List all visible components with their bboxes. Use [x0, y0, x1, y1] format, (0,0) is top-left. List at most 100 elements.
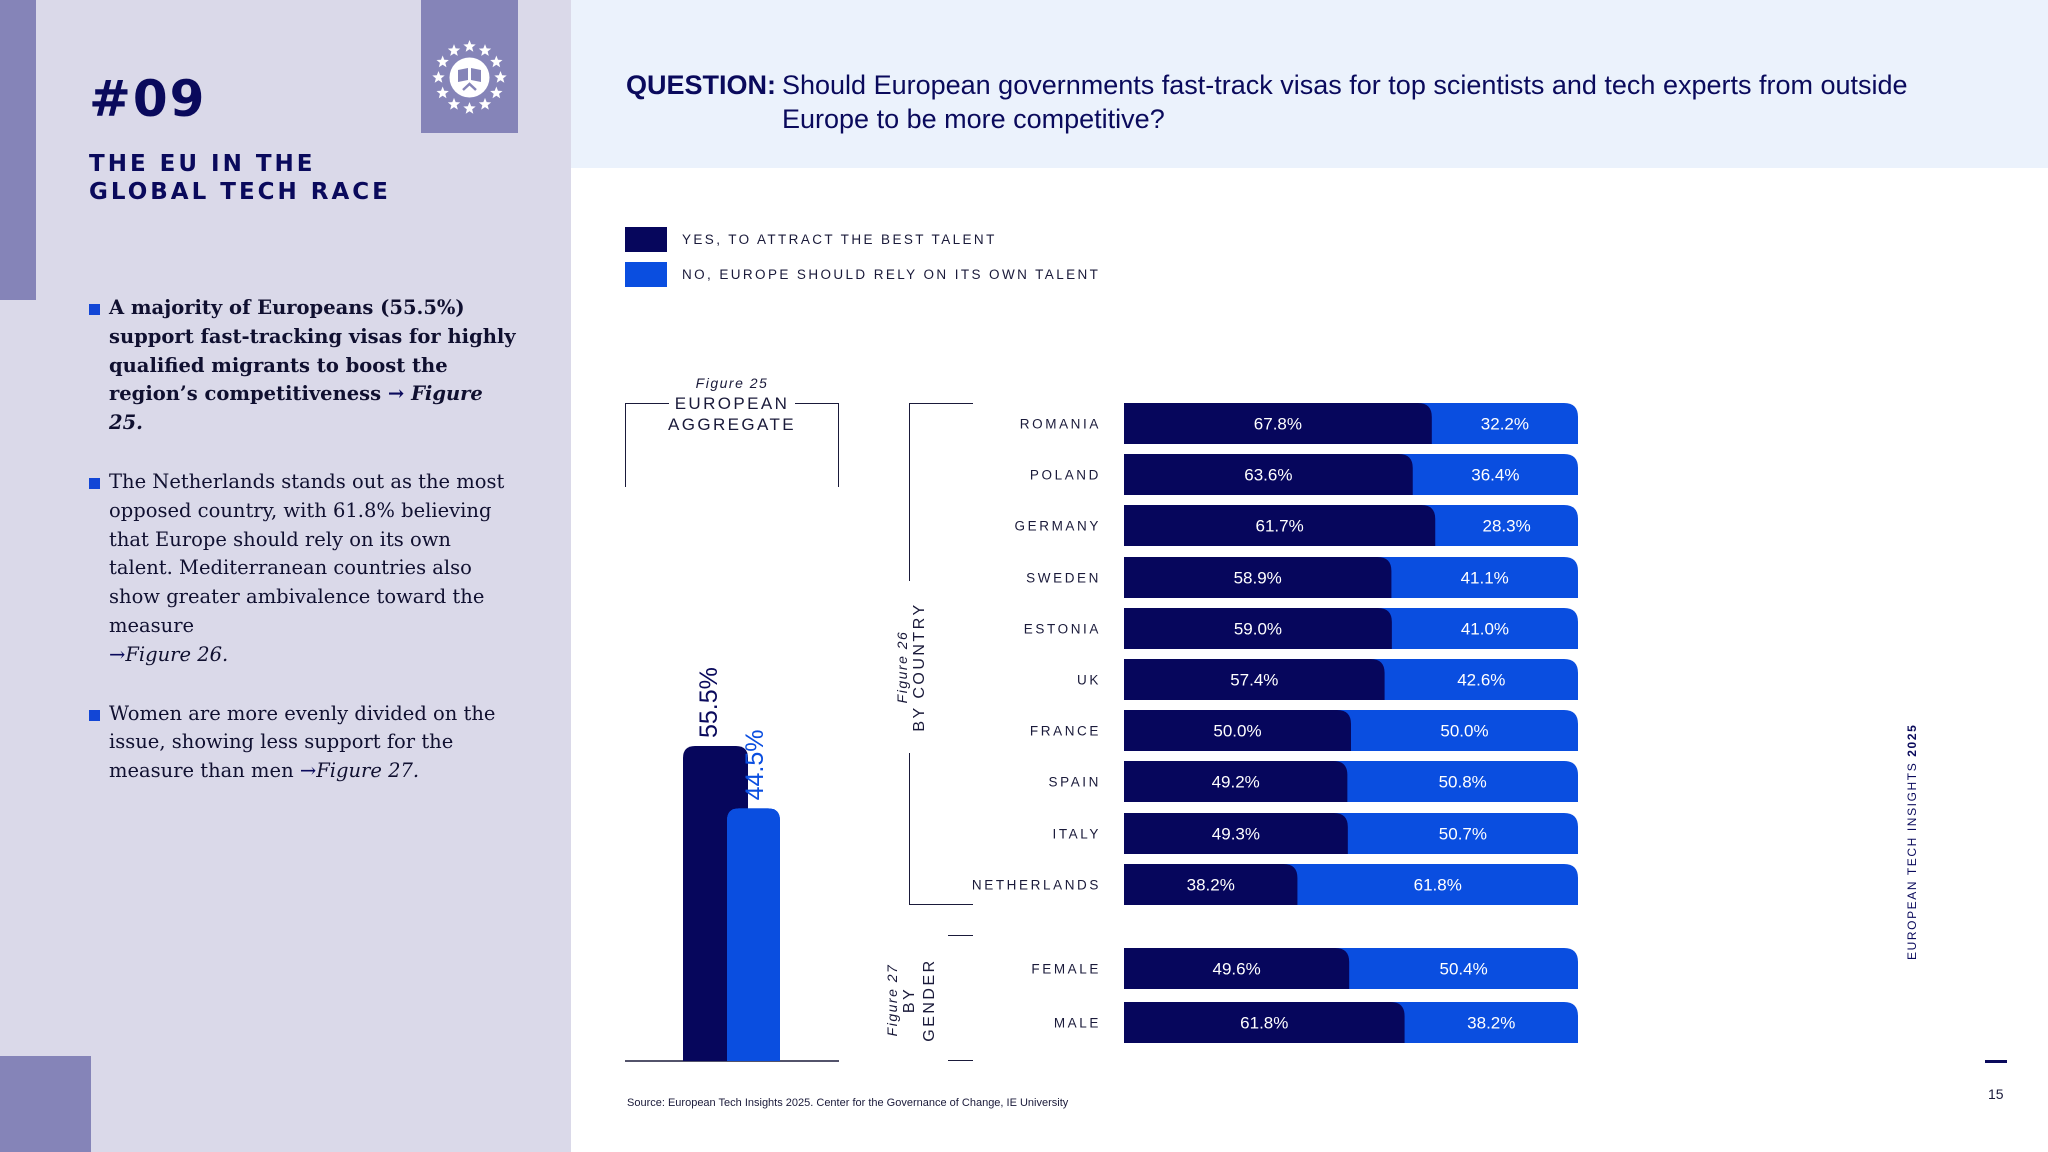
question-text: Should European governments fast-track v… [782, 70, 1908, 134]
question-header [571, 0, 2048, 168]
logo-star [478, 97, 492, 110]
figure-ref-link[interactable]: →Figure 27. [300, 759, 419, 782]
finding-item: Women are more evenly divided on the iss… [89, 700, 519, 786]
legend-swatch-yes [625, 227, 667, 252]
country-bar-yes [1124, 761, 1348, 802]
logo-star [463, 102, 476, 114]
legend-label-yes: YES, TO ATTRACT THE BEST TALENT [682, 232, 997, 247]
logo-star [436, 55, 449, 68]
country-category-label: SPAIN [1048, 775, 1101, 790]
country-value-label-no: 32.2% [1481, 415, 1529, 434]
left-panel [0, 0, 571, 1152]
gender-value-label-yes: 49.6% [1212, 960, 1260, 979]
country-value-label-yes: 59.0% [1234, 620, 1282, 639]
logo-star [494, 71, 507, 83]
country-value-label-no: 36.4% [1471, 466, 1519, 485]
country-bar-yes [1124, 659, 1385, 700]
figure-ref-link[interactable]: → Figure 25. [109, 382, 483, 434]
country-value-label-yes: 49.3% [1212, 825, 1260, 844]
logo-star [490, 86, 503, 99]
country-value-label-no: 41.0% [1461, 620, 1509, 639]
chapter-title-line2: GLOBAL TECH RACE [89, 179, 391, 205]
source-note: Source: European Tech Insights 2025. Cen… [627, 1097, 1069, 1109]
country-category-label: ROMANIA [1020, 417, 1101, 432]
legend-label-no: NO, EUROPE SHOULD RELY ON ITS OWN TALENT [682, 267, 1101, 282]
aggregate-name-line2: AGGREGATE [667, 415, 797, 434]
aggregate-header: Figure 25 EUROPEAN AGGREGATE [625, 375, 839, 435]
finding-text: A majority of Europeans (55.5%) support … [109, 296, 516, 406]
country-category-label: ITALY [1052, 827, 1101, 842]
country-value-label-yes: 61.7% [1256, 517, 1304, 536]
aggregate-bar-no-front [727, 808, 780, 1061]
country-bar-yes [1124, 710, 1351, 751]
country-category-label: NETHERLANDS [972, 878, 1101, 893]
country-value-label-no: 50.7% [1439, 825, 1487, 844]
country-value-label-no: 42.6% [1457, 671, 1505, 690]
country-value-label-no: 28.3% [1483, 517, 1531, 536]
gender-value-label-yes: 61.8% [1240, 1014, 1288, 1033]
bullet-square-icon [89, 304, 100, 315]
finding-item: A majority of Europeans (55.5%) support … [89, 294, 519, 438]
side-title-year: 2025 [1905, 723, 1919, 757]
country-bar-yes [1124, 454, 1413, 495]
chapter-title-line1: THE EU IN THE [89, 151, 316, 177]
country-value-label-yes: 58.9% [1234, 569, 1282, 588]
eu-stars-logo-icon [432, 40, 507, 114]
logo-star [478, 44, 492, 56]
country-category-label: SWEDEN [1026, 571, 1101, 586]
logo-star [463, 40, 476, 52]
figure-ref-text: Figure 26. [125, 642, 229, 666]
gender-bar-yes [1124, 1002, 1405, 1043]
side-title-text: EUROPEAN TECH INSIGHTS [1905, 761, 1919, 960]
gender-value-label-no: 50.4% [1439, 960, 1487, 979]
chapter-number: #09 [89, 70, 207, 128]
figure-ref-link[interactable]: →Figure 26. [109, 643, 228, 666]
country-bar-yes [1124, 608, 1392, 649]
figure-ref-text: Figure 25. [109, 382, 483, 435]
gender-value-label-no: 38.2% [1467, 1014, 1515, 1033]
gender-category-label: MALE [1054, 1016, 1101, 1031]
country-bar-yes [1124, 557, 1392, 598]
legend-item-no: NO, EUROPE SHOULD RELY ON ITS OWN TALENT [625, 262, 1100, 287]
country-value-label-yes: 50.0% [1213, 722, 1261, 741]
side-divider [1985, 1060, 2007, 1063]
finding-text: The Netherlands stands out as the most o… [109, 469, 505, 637]
country-category-label: GERMANY [1015, 519, 1101, 534]
page-number: 15 [1988, 1086, 2004, 1102]
logo-box [421, 0, 518, 133]
logo-star [447, 97, 461, 110]
logo-star [432, 71, 445, 83]
key-findings-list: A majority of Europeans (55.5%) support … [89, 294, 519, 816]
country-value-label-no: 41.1% [1461, 569, 1509, 588]
country-bracket-top [909, 403, 973, 581]
country-value-label-yes: 38.2% [1187, 876, 1235, 895]
aggregate-name-line1: EUROPEAN [625, 393, 839, 414]
country-bar-yes [1124, 813, 1348, 854]
country-category-label: UK [1077, 673, 1101, 688]
legend-item-yes: YES, TO ATTRACT THE BEST TALENT [625, 227, 997, 252]
logo-star [447, 44, 461, 56]
logo-star [436, 86, 449, 99]
legend-swatch-no [625, 262, 667, 287]
accent-block-bottom [0, 1056, 91, 1152]
country-value-label-yes: 49.2% [1212, 773, 1260, 792]
country-category-label: ESTONIA [1024, 622, 1101, 637]
gender-bar-yes [1124, 948, 1350, 989]
country-value-label-yes: 67.8% [1254, 415, 1302, 434]
bullet-square-icon [89, 477, 100, 489]
country-value-label-yes: 57.4% [1230, 671, 1278, 690]
logo-star [490, 55, 503, 68]
country-category-label: FRANCE [1030, 724, 1101, 739]
chapter-title: THE EU IN THE GLOBAL TECH RACE [89, 150, 419, 206]
bullet-square-icon [89, 709, 100, 721]
country-category-label: POLAND [1030, 468, 1101, 483]
question: QUESTION: Should European governments fa… [626, 68, 1916, 136]
arrow-right-icon: → [109, 642, 126, 666]
finding-text: Women are more evenly divided on the iss… [109, 701, 496, 783]
accent-bar-top [0, 0, 36, 300]
finding-item: The Netherlands stands out as the most o… [89, 468, 519, 670]
gender-category-label: FEMALE [1031, 962, 1101, 977]
question-label: QUESTION: [626, 70, 777, 100]
aggregate-bar-label: 44.5% [741, 730, 769, 801]
country-value-label-yes: 63.6% [1244, 466, 1292, 485]
